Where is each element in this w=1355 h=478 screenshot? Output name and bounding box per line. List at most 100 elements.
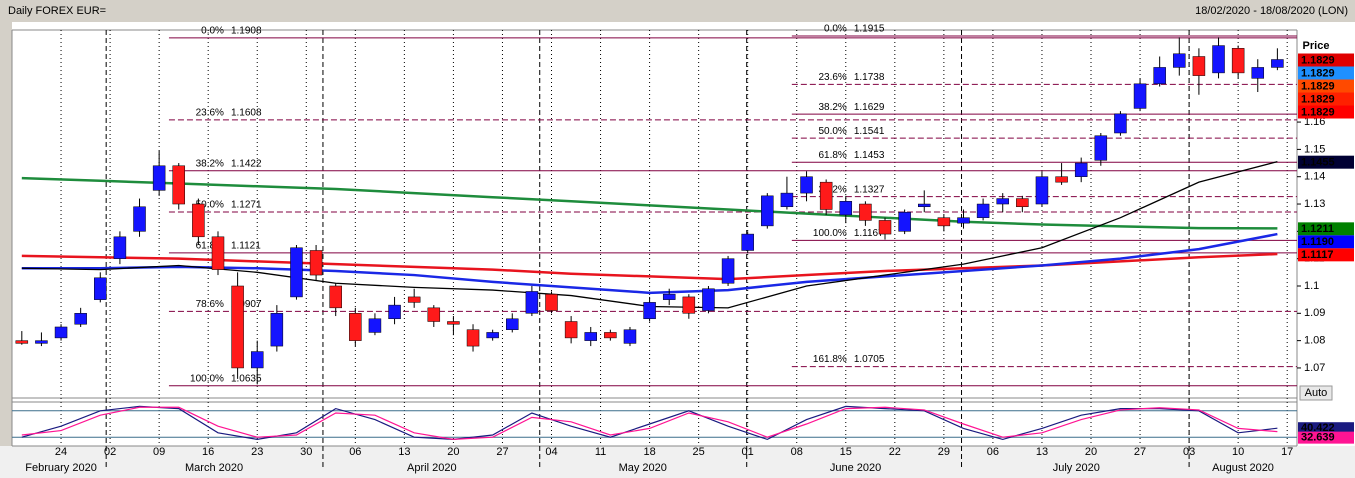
y-tick-label: 1.07 [1304,362,1325,374]
candle-body [957,217,970,224]
candle-body [486,332,499,339]
price-box-label: 1.1211 [1301,223,1334,235]
candle-body [545,293,558,311]
candle-body [623,329,637,344]
price-box-label: 1.1117 [1301,249,1333,261]
price-label: Price [1303,40,1330,52]
candle-body [250,351,264,369]
date-range: 18/02/2020 - 18/08/2020 (LON) [1195,5,1348,17]
price-box-label: 1.1829 [1301,93,1335,105]
candle-body [35,340,48,344]
fib-value: 1.1541 [854,126,885,137]
candle-body [1173,53,1186,68]
x-tick-label: 13 [398,446,410,458]
candle-body [466,329,480,347]
price-box-label: 1.1829 [1301,80,1335,92]
fib-value: 1.1121 [231,241,261,252]
candle-body [133,206,146,232]
candle-body [859,203,872,221]
price-box [1298,53,1354,67]
price-box [1298,105,1354,119]
x-tick-label: 11 [595,446,606,458]
oscillator-line [21,405,1278,441]
header-bar [0,0,1355,22]
candle-body [270,313,284,347]
month-label: March 2020 [185,462,243,474]
candle-body [192,203,205,238]
osc-box [1298,422,1354,435]
month-label: July 2020 [1053,462,1100,474]
candle-body [172,165,186,205]
x-tick-label: 29 [938,446,950,458]
fib-pct: 61.8% [196,241,224,252]
price-box [1298,66,1354,80]
candle-body [780,192,794,208]
x-tick-label: 09 [153,446,165,458]
candle-body [54,326,68,339]
fib-value: 1.1915 [854,24,885,35]
candle-body [800,176,813,194]
candle-body [1074,162,1088,177]
x-tick-label: 15 [840,446,852,458]
price-box-label: 1.1455 [1301,157,1335,169]
fib-value: 1.0907 [231,299,262,310]
price-box-label: 1.1829 [1301,106,1335,118]
fib-value: 1.1422 [231,158,262,169]
fib-value: 1.1908 [231,26,262,37]
candle-body [349,313,362,341]
candle-body [604,332,617,339]
osc-box-label: 40.422 [1301,422,1335,434]
auto-label[interactable]: Auto [1305,387,1328,399]
candle-body [1153,67,1166,85]
candle-body [1133,83,1147,109]
candle-body [231,285,244,369]
candle-body [15,340,29,344]
price-box [1298,248,1354,262]
candle-body [761,195,774,227]
y-tick-label: 1.15 [1304,143,1325,155]
candle-body [113,236,127,259]
candle-body [1016,198,1029,208]
x-tick-label: 27 [1134,446,1146,458]
x-axis-area [0,446,1355,478]
x-tick-label: 17 [1281,446,1293,458]
month-label: June 2020 [830,462,881,474]
candle-body [309,250,323,276]
x-tick-label: 25 [693,446,705,458]
candle-body [584,332,597,341]
month-label: August 2020 [1212,462,1274,474]
fib-value: 1.0705 [854,354,885,365]
candle-body [211,236,225,270]
price-box-label: 1.1190 [1301,236,1334,248]
candle-body [918,203,931,208]
candle-body [839,201,853,216]
candle-body [525,291,539,314]
oscillator-line [21,406,1278,441]
price-box [1298,92,1354,106]
x-tick-label: 03 [1183,446,1195,458]
y-tick-label: 1.16 [1304,116,1325,128]
candle-body [1271,59,1284,68]
month-label: April 2020 [407,462,457,474]
fib-value: 1.1167 [854,228,884,239]
fib-pct: 38.2% [196,158,224,169]
fib-value: 1.0635 [231,373,262,384]
candle-body [741,233,754,251]
fib-value: 1.1271 [231,200,262,211]
fib-pct: 161.8% [813,354,847,365]
fib-pct: 61.8% [818,150,846,161]
fib-pct: 78.6% [196,299,224,310]
fib-pct: 0.0% [201,26,224,37]
candle-body [662,293,676,300]
candle-body [721,258,735,284]
candle-body [74,313,87,325]
osc-box [1298,431,1354,444]
candle-body [1055,176,1068,183]
fib-value: 1.1453 [854,150,885,161]
auto-button[interactable] [1299,385,1333,401]
candle-body [388,304,401,320]
fib-pct: 0.0% [824,24,847,35]
candle-body [506,318,519,330]
